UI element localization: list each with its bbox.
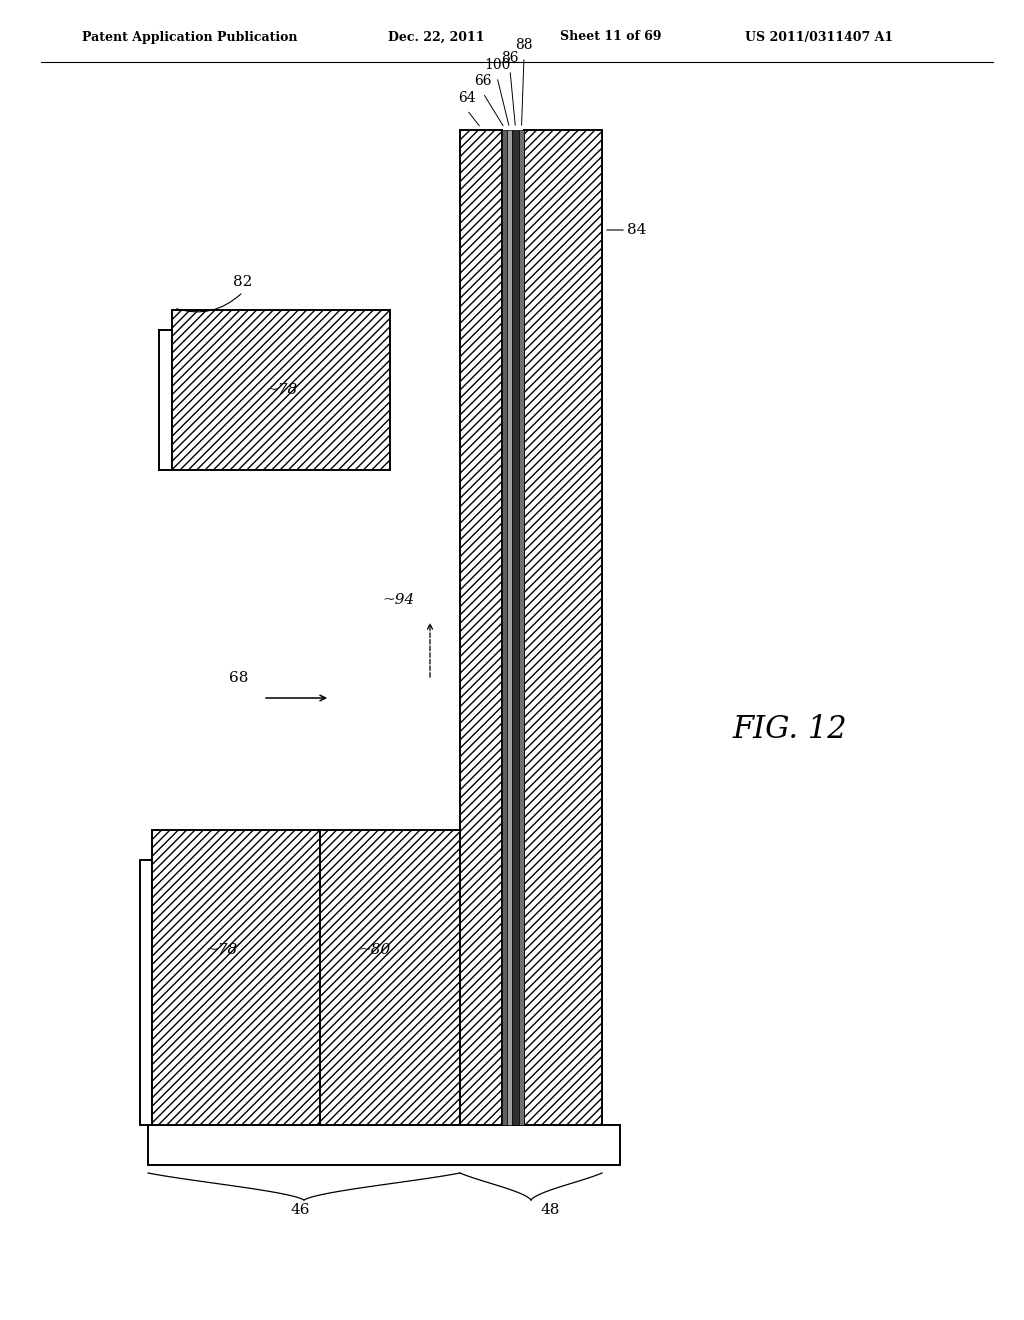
Bar (519, 129, 524, 1125)
Bar (152, 830, 319, 1125)
Text: 84: 84 (627, 223, 646, 238)
Text: Dec. 22, 2011: Dec. 22, 2011 (388, 30, 484, 44)
Bar (172, 310, 390, 470)
Text: ~94: ~94 (383, 593, 415, 607)
Bar (460, 129, 502, 1125)
Text: Sheet 11 of 69: Sheet 11 of 69 (560, 30, 662, 44)
Text: 64: 64 (458, 91, 476, 106)
Text: 82: 82 (233, 275, 253, 289)
Text: Patent Application Publication: Patent Application Publication (82, 30, 298, 44)
Text: US 2011/0311407 A1: US 2011/0311407 A1 (745, 30, 893, 44)
Text: 48: 48 (541, 1203, 560, 1217)
Text: 86: 86 (502, 51, 519, 65)
Text: 100: 100 (483, 58, 510, 73)
Bar (512, 129, 519, 1125)
Bar (502, 129, 507, 1125)
Text: 68: 68 (228, 671, 248, 685)
Bar (140, 861, 152, 1125)
Bar (507, 129, 512, 1125)
Text: 46: 46 (290, 1203, 309, 1217)
Bar (319, 830, 460, 1125)
Text: 66: 66 (474, 74, 492, 88)
Text: FIG. 12: FIG. 12 (733, 714, 847, 746)
Text: ~78: ~78 (266, 383, 298, 397)
Bar (148, 1125, 620, 1166)
Bar (159, 330, 172, 470)
Text: ~80: ~80 (358, 942, 391, 957)
Text: ~78: ~78 (206, 942, 239, 957)
Bar (524, 129, 602, 1125)
Text: 88: 88 (515, 38, 532, 51)
